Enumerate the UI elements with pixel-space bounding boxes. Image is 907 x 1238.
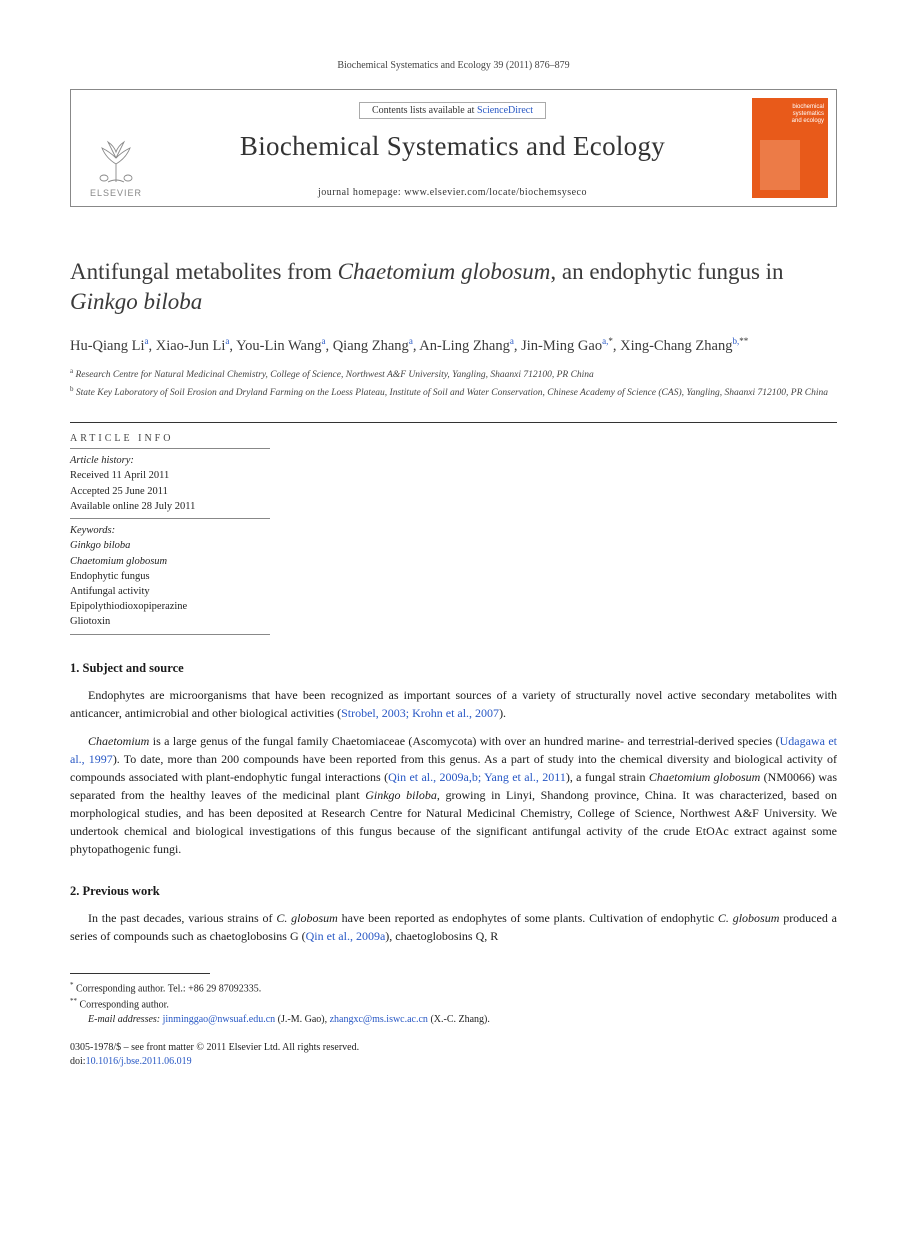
body-paragraph: Endophytes are microorganisms that have …	[70, 686, 837, 722]
received-date: Received 11 April 2011	[70, 470, 169, 481]
sciencedirect-link[interactable]: ScienceDirect	[477, 105, 533, 116]
keyword: Ginkgo biloba	[70, 540, 130, 551]
author: Jin-Ming Gaoa,*	[521, 338, 613, 354]
info-rule	[70, 448, 270, 449]
homepage-prefix: journal homepage:	[318, 187, 404, 198]
doi-prefix: doi:	[70, 1056, 86, 1067]
keyword: Antifungal activity	[70, 586, 150, 597]
email-footnote: E-mail addresses: jinminggao@nwsuaf.edu.…	[70, 1012, 837, 1027]
cover-thumb-slot: biochemical systematics and ecology	[744, 90, 836, 206]
author: An-Ling Zhanga	[419, 338, 514, 354]
info-rule	[70, 518, 270, 519]
copyright-block: 0305-1978/$ – see front matter © 2011 El…	[70, 1041, 837, 1069]
author: You-Lin Wanga	[236, 338, 325, 354]
homepage-url: www.elsevier.com/locate/biochemsyseco	[404, 187, 587, 198]
journal-homepage-line: journal homepage: www.elsevier.com/locat…	[169, 187, 736, 198]
keywords-block: Keywords: Ginkgo biloba Chaetomium globo…	[70, 523, 290, 630]
corresponding-author-footnote: * Corresponding author. Tel.: +86 29 870…	[70, 980, 837, 996]
section-heading: 2. Previous work	[70, 884, 837, 899]
elsevier-wordmark: ELSEVIER	[90, 188, 142, 198]
keyword: Gliotoxin	[70, 616, 110, 627]
author: Xiao-Jun Lia	[156, 338, 230, 354]
body-paragraph: In the past decades, various strains of …	[70, 909, 837, 945]
author: Qiang Zhanga	[333, 338, 413, 354]
history-label: Article history:	[70, 455, 134, 466]
cover-art-placeholder	[760, 140, 800, 190]
affiliation: b State Key Laboratory of Soil Erosion a…	[70, 385, 837, 400]
contents-available-line: Contents lists available at ScienceDirec…	[359, 102, 546, 119]
article-info-header: ARTICLE INFO	[70, 433, 837, 444]
doi-link[interactable]: 10.1016/j.bse.2011.06.019	[86, 1056, 192, 1067]
elsevier-logo: ELSEVIER	[88, 130, 144, 198]
keywords-label: Keywords:	[70, 525, 115, 536]
elsevier-tree-icon	[88, 130, 144, 186]
contents-prefix: Contents lists available at	[372, 105, 477, 116]
running-head: Biochemical Systematics and Ecology 39 (…	[70, 60, 837, 71]
publisher-logo-slot: ELSEVIER	[71, 90, 161, 206]
email-link[interactable]: jinminggao@nwsuaf.edu.cn	[163, 1014, 276, 1025]
article-history: Article history: Received 11 April 2011 …	[70, 453, 290, 514]
body-paragraph: Chaetomium is a large genus of the funga…	[70, 732, 837, 858]
corresponding-author-footnote: ** Corresponding author.	[70, 996, 837, 1012]
affiliation: a Research Centre for Natural Medicinal …	[70, 367, 837, 382]
journal-cover-thumbnail: biochemical systematics and ecology	[752, 98, 828, 198]
cover-label: biochemical systematics and ecology	[792, 104, 824, 126]
keyword: Endophytic fungus	[70, 571, 150, 582]
keyword: Epipolythiodioxopiperazine	[70, 601, 187, 612]
citation-link[interactable]: Qin et al., 2009a,b; Yang et al., 2011	[388, 770, 566, 784]
citation-link[interactable]: Strobel, 2003; Krohn et al., 2007	[341, 706, 499, 720]
info-rule	[70, 634, 270, 635]
masthead-center: Contents lists available at ScienceDirec…	[161, 90, 744, 206]
author: Hu-Qiang Lia	[70, 338, 149, 354]
journal-masthead: ELSEVIER Contents lists available at Sci…	[70, 89, 837, 207]
section-heading: 1. Subject and source	[70, 661, 837, 676]
copyright-line: 0305-1978/$ – see front matter © 2011 El…	[70, 1042, 359, 1053]
journal-name: Biochemical Systematics and Ecology	[169, 131, 736, 162]
section-rule	[70, 422, 837, 423]
email-link[interactable]: zhangxc@ms.iswc.ac.cn	[330, 1014, 428, 1025]
article-title: Antifungal metabolites from Chaetomium g…	[70, 257, 837, 317]
keyword: Chaetomium globosum	[70, 556, 167, 567]
footnote-rule	[70, 973, 210, 974]
online-date: Available online 28 July 2011	[70, 501, 195, 512]
author: Xing-Chang Zhangb,**	[620, 338, 748, 354]
author-list: Hu-Qiang Lia, Xiao-Jun Lia, You-Lin Wang…	[70, 335, 837, 358]
citation-link[interactable]: Qin et al., 2009a	[306, 929, 386, 943]
accepted-date: Accepted 25 June 2011	[70, 486, 168, 497]
